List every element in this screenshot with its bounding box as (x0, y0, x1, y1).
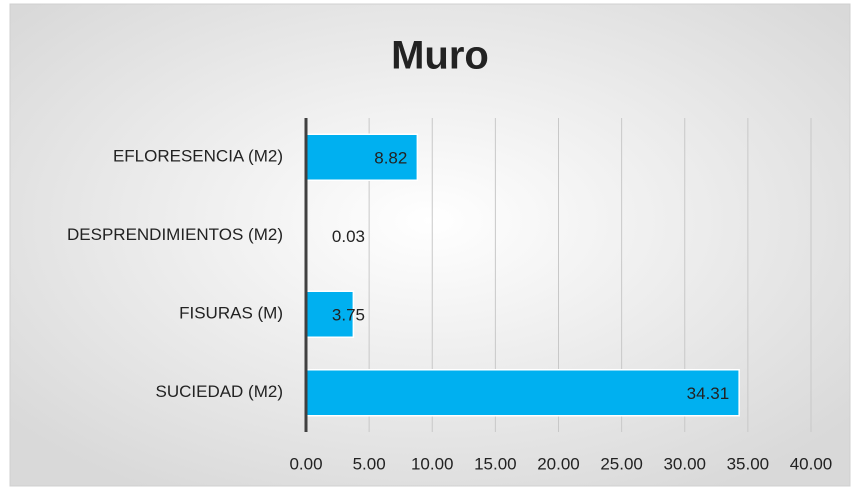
data-label: 8.82 (374, 149, 407, 168)
y-tick-label: DESPRENDIMIENTOS (M2) (67, 225, 283, 244)
x-tick-label: 15.00 (474, 454, 517, 473)
x-tick-label: 35.00 (727, 454, 770, 473)
chart-title: Muro (391, 34, 489, 78)
x-tick-label: 5.00 (353, 454, 386, 473)
x-tick-label: 40.00 (790, 454, 833, 473)
y-tick-label: FISURAS (M) (179, 304, 283, 323)
data-label: 3.75 (332, 306, 365, 325)
data-label: 0.03 (332, 227, 365, 246)
x-tick-label: 30.00 (663, 454, 706, 473)
y-tick-label: SUCIEDAD (M2) (155, 382, 283, 401)
y-tick-label: EFLORESENCIA (M2) (113, 147, 283, 166)
x-tick-label: 25.00 (600, 454, 643, 473)
data-label: 34.31 (687, 384, 730, 403)
bar (306, 370, 739, 416)
x-tick-label: 0.00 (289, 454, 322, 473)
x-tick-label: 20.00 (537, 454, 580, 473)
x-tick-label: 10.00 (411, 454, 454, 473)
